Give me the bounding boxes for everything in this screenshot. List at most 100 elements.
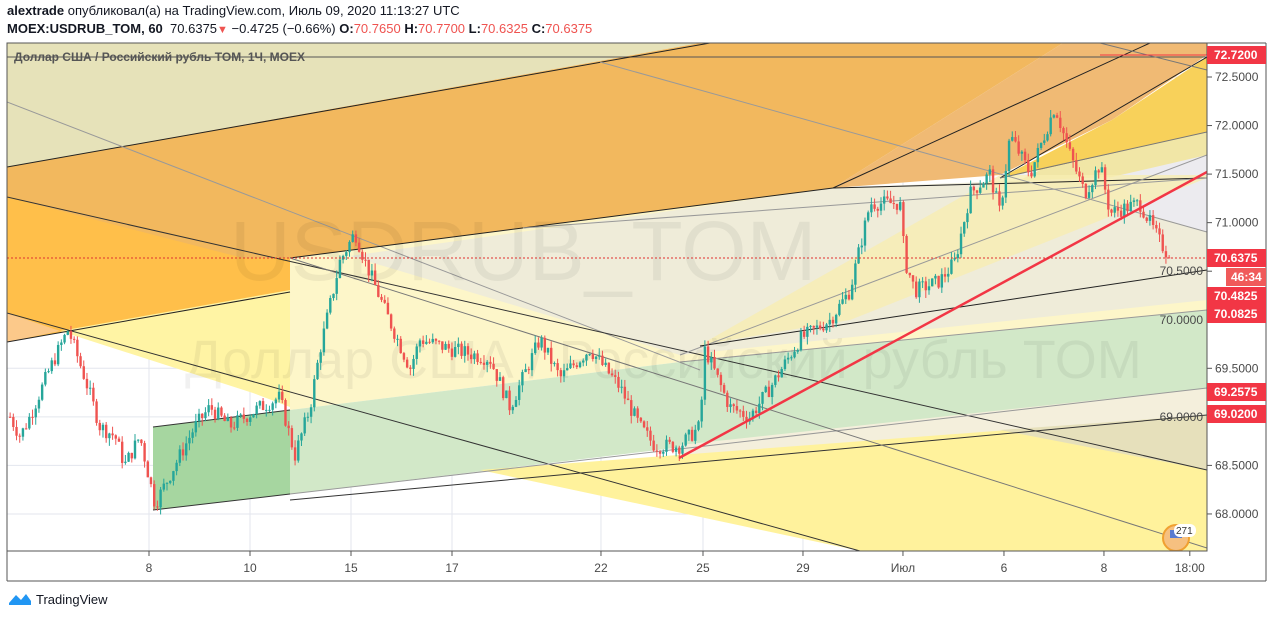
candle — [617, 376, 620, 388]
candle — [575, 365, 579, 368]
candle — [857, 247, 860, 264]
footer[interactable]: TradingView — [8, 591, 108, 607]
candle — [274, 399, 278, 404]
candle — [966, 213, 969, 223]
candle — [130, 452, 133, 459]
candle — [303, 417, 306, 434]
price-tick-label: 71.5000 — [1215, 167, 1259, 181]
candle — [690, 429, 694, 441]
candle — [313, 379, 316, 408]
candle — [18, 435, 21, 437]
candle — [822, 328, 825, 331]
candle — [277, 391, 281, 400]
candle — [1017, 141, 1020, 154]
time-tick-label: Июл — [891, 561, 915, 575]
candle — [53, 360, 57, 365]
candle — [687, 429, 691, 435]
zone-khaki-bottom — [1000, 415, 1207, 470]
candle — [357, 242, 361, 252]
candle — [76, 339, 79, 357]
candle — [1075, 160, 1078, 172]
candle — [921, 281, 924, 283]
candle — [271, 403, 274, 410]
candle — [665, 439, 668, 452]
candle — [1052, 115, 1056, 118]
price-label-text: 70.6375 — [1214, 251, 1258, 265]
candle — [229, 417, 233, 428]
candle — [1068, 142, 1072, 149]
candle — [934, 275, 937, 279]
candle — [652, 440, 655, 451]
candle — [1007, 140, 1011, 172]
price-tick-label: 72.5000 — [1215, 70, 1259, 84]
candle — [364, 259, 367, 261]
zone-light-orange — [7, 313, 60, 342]
candle — [316, 362, 319, 380]
candle — [156, 506, 159, 508]
candle — [104, 424, 108, 439]
candle — [213, 409, 217, 419]
candle — [450, 348, 454, 357]
ideas-badge[interactable]: 271 — [1162, 524, 1196, 551]
zone-strip — [680, 388, 1207, 462]
candle — [72, 338, 76, 340]
candle — [1132, 200, 1136, 202]
candle — [453, 347, 457, 357]
candle — [1014, 137, 1017, 142]
candle — [979, 187, 982, 193]
candle — [844, 294, 847, 300]
author-name[interactable]: alextrade — [7, 3, 65, 18]
candle — [133, 440, 137, 459]
price-axis[interactable]: 72.5000 72.0000 71.5000 71.0000 70.5000 70.00… — [1160, 70, 1259, 521]
candle — [143, 443, 146, 462]
candle — [633, 408, 636, 416]
candle — [127, 452, 130, 462]
candle — [834, 314, 838, 324]
candle — [594, 356, 598, 359]
ideas-count: 271 — [1176, 526, 1193, 537]
candle — [149, 477, 153, 485]
candle — [34, 408, 37, 418]
candle — [178, 449, 182, 463]
candle — [194, 420, 198, 433]
candle — [1059, 117, 1062, 129]
candle — [534, 342, 537, 354]
candle — [1001, 197, 1004, 206]
candle — [1087, 192, 1091, 198]
trend-lines[interactable] — [7, 43, 1207, 551]
candle — [389, 314, 393, 329]
candle — [889, 198, 892, 204]
candle — [527, 369, 531, 371]
candle — [159, 489, 162, 508]
candle — [1119, 210, 1123, 217]
candle — [233, 427, 236, 429]
candle — [818, 325, 822, 329]
candle — [546, 347, 550, 353]
candle — [582, 360, 585, 363]
candle — [172, 471, 175, 481]
support-trendline[interactable] — [678, 170, 1207, 460]
candle — [428, 341, 431, 343]
candle — [444, 343, 447, 350]
time-axis[interactable]: 8 10 15 17 22 25 29 Июл 6 8 18:00 — [146, 551, 1205, 575]
zone-gold — [1000, 57, 1207, 178]
candle — [1113, 207, 1116, 213]
price-label-badge — [1207, 405, 1266, 423]
candle — [719, 374, 723, 386]
time-tick-label: 18:00 — [1175, 561, 1205, 575]
candle — [1139, 200, 1142, 212]
countdown-text: 46:34 — [1231, 270, 1262, 284]
candle — [85, 378, 89, 389]
open-value: 70.7650 — [353, 21, 401, 36]
candle — [604, 362, 607, 365]
candle — [543, 337, 547, 353]
candle — [354, 234, 358, 243]
candle — [947, 273, 950, 277]
time-tick-label: 17 — [445, 561, 459, 575]
candle — [140, 439, 143, 444]
candle — [786, 357, 790, 360]
candle — [722, 385, 726, 393]
candle — [854, 263, 857, 285]
candle — [261, 401, 265, 410]
